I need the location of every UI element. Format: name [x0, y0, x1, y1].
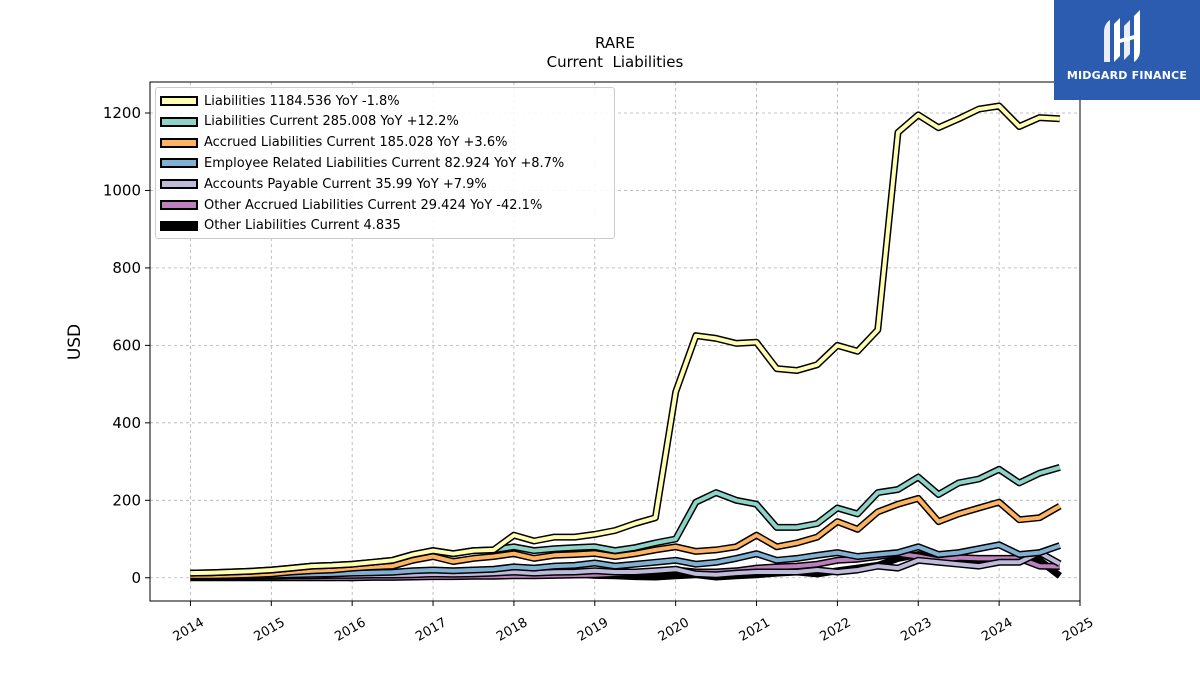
- plot-frame: [149, 81, 1081, 602]
- x-tick-label: 2017: [413, 615, 449, 645]
- y-tick-label: 400: [112, 414, 141, 432]
- legend-item-other-liabilities-current: Other Liabilities Current 4.835: [156, 216, 401, 236]
- x-tick-label: 2015: [251, 615, 287, 645]
- y-tick-label: 200: [112, 491, 141, 509]
- series-line: [190, 496, 1061, 578]
- x-tick-label: 2020: [656, 615, 692, 645]
- legend-swatch: [160, 96, 198, 106]
- x-tick-label: 2022: [818, 615, 854, 645]
- x-tick-label: 2018: [494, 615, 530, 645]
- legend-item-liabilities: Liabilities 1184.536 YoY -1.8%: [156, 91, 400, 111]
- series-accrued-liabilities-current: [190, 494, 1062, 580]
- legend-label: Employee Related Liabilities Current 82.…: [204, 155, 565, 171]
- y-axis-label: USD: [65, 324, 85, 360]
- midgard-logo-icon: [1104, 10, 1140, 62]
- legend: Liabilities 1184.536 YoY -1.8% Liabilitie…: [155, 87, 615, 239]
- legend-item-accounts-payable-current: Accounts Payable Current 35.99 YoY +7.9%: [156, 174, 487, 194]
- legend-item-other-accrued-liabilities-current: Other Accrued Liabilities Current 29.424…: [156, 195, 542, 215]
- y-tick-label: 1000: [103, 181, 141, 199]
- chart-title: RARE: [595, 34, 635, 52]
- legend-item-accrued-liabilities-current: Accrued Liabilities Current 185.028 YoY …: [156, 133, 507, 153]
- legend-label: Accrued Liabilities Current 185.028 YoY …: [204, 135, 508, 151]
- y-axis: 0 200 400 600 800 1000 1200: [103, 104, 150, 587]
- legend-label: Other Accrued Liabilities Current 29.424…: [204, 197, 543, 213]
- y-tick-label: 1200: [103, 104, 141, 122]
- legend-swatch: [160, 220, 198, 231]
- y-tick-label: 800: [112, 259, 141, 277]
- series-employee-related-liabilities-current: [190, 541, 1061, 581]
- x-tick-label: 2014: [171, 615, 207, 645]
- legend-swatch: [160, 200, 198, 210]
- legend-label: Liabilities Current 285.008 YoY +12.2%: [204, 114, 459, 130]
- legend-swatch: [160, 158, 198, 169]
- legend-label: Accounts Payable Current 35.99 YoY +7.9%: [204, 176, 487, 192]
- legend-swatch: [160, 137, 198, 148]
- y-tick-label: 0: [131, 569, 141, 587]
- brand-logo: MIDGARD FINANCE: [1054, 0, 1200, 100]
- series-line: [190, 104, 1060, 576]
- series-group: [190, 102, 1062, 582]
- grid: [150, 82, 1081, 601]
- x-tick-label: 2023: [898, 615, 934, 645]
- legend-item-liabilities-current: Liabilities Current 285.008 YoY +12.2%: [156, 112, 459, 132]
- legend-label: Other Liabilities Current 4.835: [204, 218, 401, 234]
- brand-name: MIDGARD FINANCE: [1066, 69, 1188, 82]
- x-tick-label: 2016: [332, 615, 368, 645]
- x-tick-label: 2024: [979, 615, 1015, 645]
- legend-item-employee-related-liabilities-current: Employee Related Liabilities Current 82.…: [156, 153, 564, 173]
- x-tick-label: 2019: [575, 615, 611, 645]
- x-tick-label: 2025: [1060, 615, 1096, 645]
- legend-label: Liabilities 1184.536 YoY -1.8%: [204, 93, 400, 109]
- series-liabilities: [190, 102, 1061, 577]
- legend-swatch: [160, 116, 198, 127]
- series-line: [190, 542, 1061, 579]
- legend-swatch: [160, 179, 198, 190]
- x-axis: 2014 2015 2016 2017 2018 2019 2020 2021 2022 2023…: [171, 601, 1096, 645]
- x-tick-label: 2021: [737, 615, 773, 645]
- y-tick-label: 600: [112, 336, 141, 354]
- chart-subtitle: Current Liabilities: [547, 53, 684, 71]
